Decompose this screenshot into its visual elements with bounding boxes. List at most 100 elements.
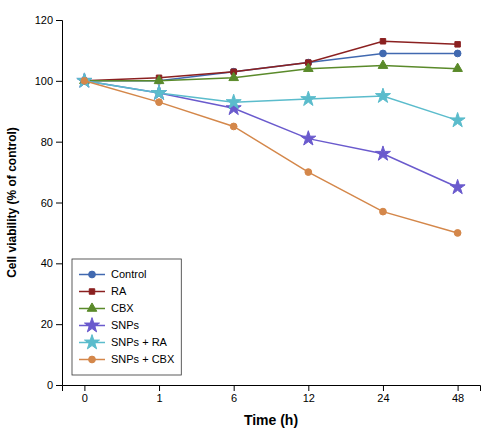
- y-tick-mark: [56, 203, 62, 204]
- series-marker: [450, 112, 465, 126]
- y-tick: 60: [41, 197, 62, 209]
- series-marker: [455, 42, 460, 47]
- x-tick-label: 48: [452, 392, 464, 404]
- series-marker: [305, 169, 312, 176]
- x-tick-label: 12: [303, 392, 315, 404]
- legend-label: RA: [111, 285, 127, 297]
- series-marker: [81, 77, 88, 84]
- series-marker: [378, 60, 388, 68]
- y-tick-label: 0: [47, 379, 53, 391]
- x-tick-label: 24: [377, 392, 389, 404]
- series-marker: [375, 146, 390, 160]
- legend: Control RA CBX SNPs SNPs + RA SNPs + CBX: [72, 259, 181, 375]
- legend-label: SNPs + CBX: [111, 353, 175, 365]
- legend-item: CBX: [79, 302, 134, 314]
- legend-label: CBX: [111, 302, 134, 314]
- series-marker: [304, 63, 314, 71]
- y-tick: 20: [41, 318, 62, 330]
- series-marker: [154, 75, 164, 83]
- series-marker: [152, 85, 167, 99]
- y-tick-mark: [56, 20, 62, 21]
- series-line: [84, 41, 457, 81]
- y-tick: 80: [41, 136, 62, 148]
- x-tick: 12: [303, 385, 315, 404]
- legend-marker: [89, 356, 96, 363]
- x-tick: 24: [377, 385, 389, 404]
- legend-item: Control: [79, 268, 146, 280]
- y-axis: 0 20 40 60 80 100 120: [35, 14, 63, 391]
- series-marker: [380, 39, 385, 44]
- x-tick-mark: [308, 385, 309, 391]
- legend-item: RA: [79, 285, 127, 297]
- chart: 0 20 40 60 80 100 120 0 1 6 12 24 48 Control RA CBX SNPs…: [0, 0, 500, 437]
- y-tick-label: 100: [35, 75, 53, 87]
- y-tick-label: 120: [35, 14, 53, 26]
- x-axis: 0 1 6 12 24 48: [63, 385, 481, 404]
- x-tick-label: 6: [231, 392, 237, 404]
- legend-marker: [84, 335, 99, 349]
- series-marker: [81, 77, 88, 84]
- series-marker: [229, 72, 239, 80]
- series-marker: [156, 99, 163, 106]
- series-marker: [380, 50, 387, 57]
- x-tick: 6: [231, 385, 237, 404]
- series-marker: [301, 131, 316, 145]
- y-tick-mark: [56, 324, 62, 325]
- x-tick-mark: [84, 385, 85, 391]
- legend-marker: [84, 318, 99, 332]
- series-line: [84, 66, 457, 81]
- series-marker: [454, 230, 461, 237]
- x-tick-label: 1: [156, 392, 162, 404]
- y-tick-mark: [56, 81, 62, 82]
- series-marker: [380, 208, 387, 215]
- legend-label: Control: [111, 268, 146, 280]
- plot: 0 20 40 60 80 100 120 0 1 6 12 24 48 Control RA CBX SNPs…: [35, 14, 481, 404]
- y-axis-line: [56, 21, 63, 386]
- marks: [77, 39, 465, 237]
- series: [81, 77, 461, 236]
- y-tick-label: 60: [41, 197, 53, 209]
- x-tick-mark: [234, 385, 235, 391]
- x-tick: 0: [82, 385, 88, 404]
- series-marker: [450, 179, 465, 193]
- legend-item: SNPs: [79, 318, 140, 332]
- legend-marker: [87, 303, 97, 311]
- legend-label: SNPs + RA: [111, 336, 168, 348]
- y-tick-mark: [56, 142, 62, 143]
- y-tick-label: 40: [41, 257, 53, 269]
- x-tick-mark: [458, 385, 459, 391]
- legend-box: [72, 259, 181, 375]
- y-tick-mark: [56, 385, 62, 386]
- legend-marker: [89, 289, 94, 294]
- series-marker: [454, 50, 461, 57]
- x-tick: 48: [452, 385, 464, 404]
- series-marker: [77, 73, 92, 87]
- legend-label: SNPs: [111, 319, 140, 331]
- x-axis-line: [63, 386, 481, 392]
- legend-marker: [89, 271, 96, 278]
- series-line: [84, 81, 457, 233]
- series: [77, 73, 465, 127]
- y-axis-title: Cell viability (% of control): [5, 127, 19, 278]
- series: [77, 73, 465, 194]
- legend-item: SNPs + CBX: [79, 353, 175, 365]
- x-tick-label: 0: [82, 392, 88, 404]
- series-marker: [301, 91, 316, 105]
- x-tick: 1: [156, 385, 162, 404]
- y-tick: 120: [35, 14, 62, 26]
- y-tick-label: 20: [41, 318, 53, 330]
- series-marker: [226, 94, 241, 108]
- x-axis-title: Time (h): [244, 412, 298, 428]
- series-marker: [453, 63, 463, 71]
- y-tick-mark: [56, 263, 62, 264]
- x-tick-mark: [159, 385, 160, 391]
- series-marker: [77, 73, 92, 87]
- y-tick: 40: [41, 257, 62, 269]
- series-marker: [375, 88, 390, 102]
- series: [82, 39, 461, 84]
- x-tick-mark: [383, 385, 384, 391]
- series-line: [84, 81, 457, 121]
- y-tick-label: 80: [41, 136, 53, 148]
- legend-item: SNPs + RA: [79, 335, 168, 349]
- y-tick: 100: [35, 75, 62, 87]
